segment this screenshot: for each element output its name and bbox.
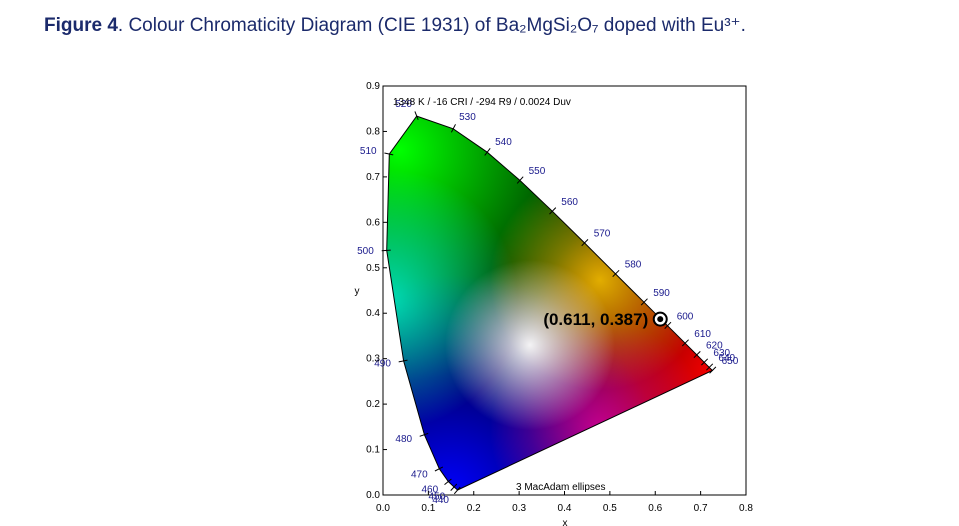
wavelength-tick [450,124,456,133]
wavelength-tick [450,483,458,491]
wavelength-label: 640 [718,353,735,364]
chromaticity-point-group: (0.611, 0.387) [543,310,668,329]
wavelength-label: 570 [594,229,611,240]
wavelength-tick [612,269,620,278]
wavelength-label: 510 [360,146,377,157]
footer-note: 3 MacAdam ellipses [516,482,605,493]
figure-label: Figure 4 [44,15,118,36]
wavelength-tick [549,207,557,215]
x-tick-label: 0.8 [739,503,753,514]
wavelength-tick [701,358,709,366]
y-tick-label: 0.9 [366,81,380,92]
wavelength-tick [414,111,419,120]
header-note: 1348 K / -16 CRI / -294 R9 / 0.0024 Duv [393,97,571,108]
y-tick-label: 0.0 [366,490,380,501]
wavelength-label: 530 [459,112,476,123]
wavelength-tick [640,298,648,306]
y-tick-label: 0.7 [366,172,380,183]
wavelength-tick [453,486,461,495]
wavelength-tick [681,339,689,347]
wavelength-label: 550 [529,166,546,177]
chromaticity-point-label: (0.611, 0.387) [543,310,648,329]
axis-ticks: 0.0 0.1 0.2 0.3 0.4 0.5 0.6 0.7 0.8 0.0 0.1 0.2 0.3 0… [366,81,753,514]
wavelength-label: 520 [395,99,412,110]
chromaticity-point [657,316,664,323]
wavelength-tick [516,176,524,184]
y-axis-label: y [355,286,360,297]
wavelength-tick [419,432,429,437]
x-tick-label: 0.7 [694,503,708,514]
y-tick-label: 0.1 [366,445,380,456]
figure-caption: Figure 4. Colour Chromaticity Diagram (C… [44,14,746,37]
wavelength-label: 500 [357,246,374,257]
wavelength-tick [381,249,391,252]
wavelength-tick [581,239,589,247]
wavelength-tick [398,359,408,363]
wavelength-label: 590 [653,288,670,299]
y-tick-label: 0.5 [366,263,380,274]
wavelength-label: 620 [706,341,723,352]
y-tick-label: 0.8 [366,126,380,137]
x-tick-label: 0.1 [421,503,435,514]
y-tick-label: 0.3 [366,354,380,365]
wavelength-tick [706,363,714,371]
x-tick-label: 0.3 [512,503,526,514]
wavelength-label: 470 [411,470,428,481]
wavelength-tick [434,466,444,472]
wavelength-tick [384,152,394,156]
wavelength-label: 540 [495,137,512,148]
wavelength-label: 450 [429,492,446,503]
y-tick-label: 0.6 [366,217,380,228]
x-tick-label: 0.4 [558,503,572,514]
wavelength-label: 490 [374,359,391,370]
wavelength-label: 480 [395,434,412,445]
y-tick-label: 0.2 [366,399,380,410]
wavelength-tick [664,321,672,329]
wavelength-label: 440 [432,495,449,506]
wavelength-label: 610 [694,329,711,340]
wavelength-label: 560 [561,197,578,208]
gamut-fill [386,116,713,490]
y-tick-label: 0.4 [366,308,380,319]
figure-caption-text: . Colour Chromaticity Diagram (CIE 1931)… [117,15,746,36]
wavelength-label: 460 [422,485,439,496]
wavelength-tick [693,351,701,359]
wavelength-label: 650 [722,356,739,367]
x-tick-label: 0.5 [603,503,617,514]
wavelength-tick [444,478,452,485]
x-tick-label: 0.0 [376,503,390,514]
wavelength-tick [484,147,491,156]
x-tick-label: 0.2 [467,503,481,514]
x-tick-label: 0.6 [648,503,662,514]
x-axis-label: x [563,518,568,526]
wavelength-label: 630 [713,348,730,359]
wavelength-label: 600 [677,312,694,323]
wavelength-tick [709,366,717,374]
wavelength-label: 580 [625,260,642,271]
